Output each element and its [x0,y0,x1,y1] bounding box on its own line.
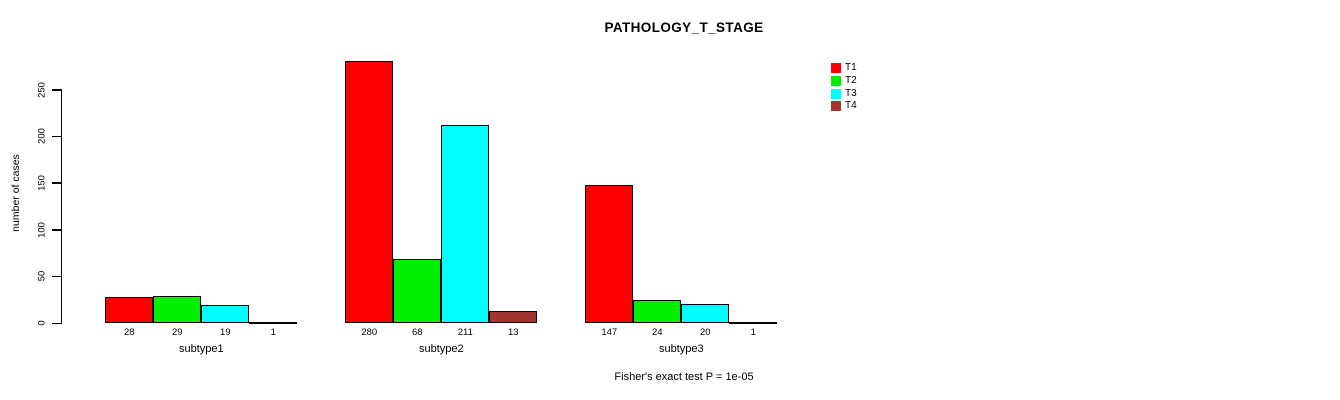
bar-T1-subtype3 [585,185,634,323]
legend-label-T2: T2 [845,74,857,86]
y-axis-tick-label: 0 [36,320,48,326]
bar-T1-subtype1 [105,296,154,323]
legend-label-T4: T4 [845,100,857,112]
bar-value-label-T1-subtype1: 28 [124,327,135,338]
y-axis-tick-label: 100 [36,221,48,238]
category-label-subtype1: subtype1 [178,343,224,355]
legend-swatch-T1 [831,63,841,73]
bar-value-label-T2-subtype1: 29 [172,327,183,338]
bar-T1-subtype2 [345,60,394,323]
legend-label-T1: T1 [845,62,857,73]
bar-T4-subtype1 [249,321,298,324]
bar-T2-subtype3 [633,300,682,323]
legend-label-T3: T3 [845,87,857,99]
bar-value-label-T1-subtype3: 147 [601,327,618,338]
legend-swatch-T3 [831,88,841,99]
legend-swatch-T2 [831,75,841,86]
y-axis-tick-label: 250 [36,81,48,98]
chart-title: PATHOLOGY_T_STAGE [604,20,764,35]
y-axis-tick [52,322,61,325]
y-axis-tick-label: 50 [36,271,48,282]
bar-value-label-T4-subtype3: 1 [750,327,756,338]
y-axis-tick-label: 150 [36,175,48,191]
bar-value-label-T1-subtype2: 280 [361,327,378,338]
y-axis-label: number of cases [10,154,22,232]
bar-value-label-T3-subtype3: 20 [700,327,711,338]
y-axis-tick-label: 200 [36,128,48,145]
legend-swatch-T4 [831,101,841,112]
y-axis-tick [52,135,61,138]
category-label-subtype2: subtype2 [418,343,464,355]
bar-T3-subtype2 [441,125,490,323]
y-axis-tick [52,229,61,231]
bar-T2-subtype2 [393,259,442,323]
bar-T3-subtype3 [681,304,730,323]
bar-value-label-T2-subtype2: 68 [412,327,423,338]
bar-value-label-T4-subtype1: 1 [270,327,276,338]
y-axis-tick [52,275,61,278]
bar-T4-subtype3 [729,321,778,324]
bar-T2-subtype1 [153,295,202,323]
bar-value-label-T2-subtype3: 24 [652,327,663,338]
y-axis-line [60,89,62,324]
bar-value-label-T3-subtype1: 19 [220,327,231,338]
bar-value-label-T4-subtype2: 13 [508,327,519,338]
bar-value-label-T3-subtype2: 211 [457,327,473,338]
category-label-subtype3: subtype3 [658,343,704,355]
y-axis-tick [52,89,61,91]
annotation-fisher-test: Fisher's exact test P = 1e-05 [614,371,754,383]
y-axis-tick [52,182,61,184]
bar-T4-subtype2 [489,310,538,323]
bar-T3-subtype1 [201,304,250,323]
